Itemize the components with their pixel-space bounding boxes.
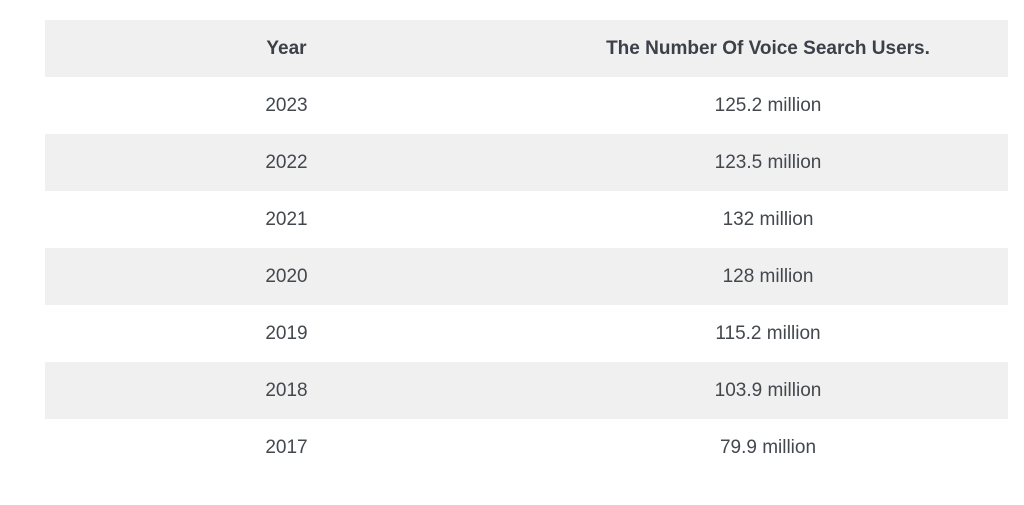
cell-year: 2021: [45, 191, 528, 248]
cell-users: 79.9 million: [528, 419, 1008, 476]
table-header: Year The Number Of Voice Search Users.: [45, 20, 1008, 77]
cell-year: 2020: [45, 248, 528, 305]
voice-search-users-table: Year The Number Of Voice Search Users. 2…: [45, 20, 1008, 476]
cell-users: 115.2 million: [528, 305, 1008, 362]
header-voice-search-users: The Number Of Voice Search Users.: [528, 20, 1008, 77]
cell-year: 2022: [45, 134, 528, 191]
cell-year: 2023: [45, 77, 528, 134]
cell-users: 132 million: [528, 191, 1008, 248]
table-body: 2023 125.2 million 2022 123.5 million 20…: [45, 77, 1008, 476]
voice-search-users-table-container: Year The Number Of Voice Search Users. 2…: [45, 20, 1008, 476]
table-row: 2023 125.2 million: [45, 77, 1008, 134]
cell-year: 2018: [45, 362, 528, 419]
table-row: 2020 128 million: [45, 248, 1008, 305]
header-row: Year The Number Of Voice Search Users.: [45, 20, 1008, 77]
table-row: 2021 132 million: [45, 191, 1008, 248]
table-row: 2017 79.9 million: [45, 419, 1008, 476]
header-year: Year: [45, 20, 528, 77]
cell-users: 123.5 million: [528, 134, 1008, 191]
table-row: 2018 103.9 million: [45, 362, 1008, 419]
table-row: 2022 123.5 million: [45, 134, 1008, 191]
table-row: 2019 115.2 million: [45, 305, 1008, 362]
cell-users: 103.9 million: [528, 362, 1008, 419]
cell-year: 2019: [45, 305, 528, 362]
cell-year: 2017: [45, 419, 528, 476]
cell-users: 125.2 million: [528, 77, 1008, 134]
cell-users: 128 million: [528, 248, 1008, 305]
